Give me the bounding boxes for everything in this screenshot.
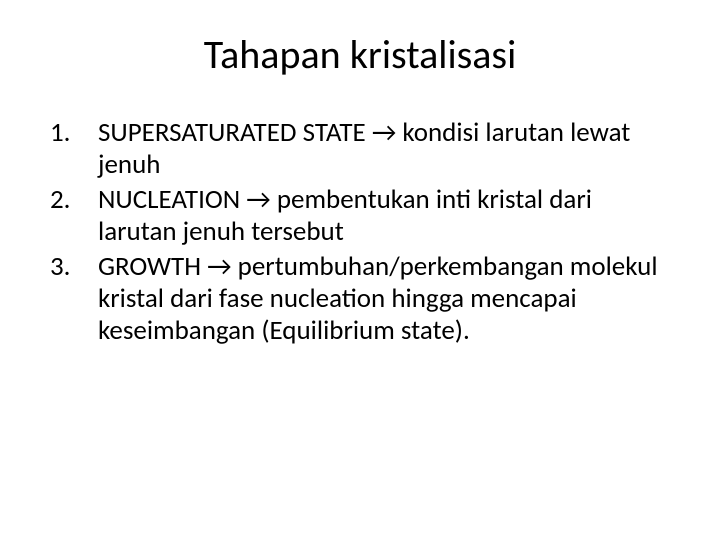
list-item: 3. GROWTH → pertumbuhan/perkembangan mol… [50, 251, 670, 348]
item-number: 3. [50, 251, 71, 283]
slide: Tahapan kristalisasi 1. SUPERSATURATED S… [0, 0, 720, 540]
arrow-icon: → [207, 250, 231, 283]
numbered-list: 1. SUPERSATURATED STATE → kondisi laruta… [50, 117, 670, 348]
item-lead: GROWTH [98, 250, 207, 283]
item-lead: NUCLEATION [98, 183, 246, 216]
arrow-icon: → [246, 183, 270, 216]
item-number: 1. [50, 117, 71, 149]
slide-title: Tahapan kristalisasi [40, 30, 680, 79]
list-item: 2. NUCLEATION → pembentukan inti kristal… [50, 184, 670, 249]
item-lead: SUPERSATURATED STATE [98, 116, 372, 149]
list-item: 1. SUPERSATURATED STATE → kondisi laruta… [50, 117, 670, 182]
item-number: 2. [50, 184, 71, 216]
arrow-icon: → [372, 116, 396, 149]
